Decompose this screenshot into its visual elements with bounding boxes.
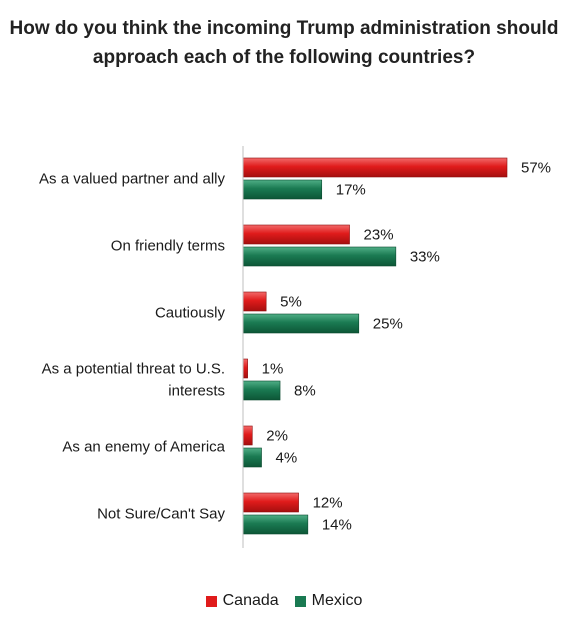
bar-canada-as-an-enemy-of-america	[242, 425, 253, 446]
category-label-as-an-enemy-of-america: As an enemy of America	[62, 439, 225, 456]
bar-mexico-as-a-potential-threat-to-u-s-interests	[242, 380, 281, 401]
category-label-on-friendly-terms: On friendly terms	[111, 238, 225, 255]
bar-mexico-as-a-valued-partner-and-ally	[242, 179, 323, 200]
legend-item-mexico: Mexico	[294, 592, 363, 610]
bars	[242, 157, 508, 535]
category-label-as-a-potential-threat-to-u-s-interests: As a potential threat to U.S. interests	[42, 361, 225, 400]
data-label-mexico-on-friendly-terms: 33%	[410, 249, 440, 266]
data-label-canada-as-a-potential-threat-to-u-s-interests: 1%	[262, 361, 284, 378]
bar-mexico-not-sure-can-t-say	[242, 514, 309, 535]
legend: Canada Mexico	[0, 592, 568, 610]
data-label-mexico-as-an-enemy-of-america: 4%	[276, 450, 298, 467]
category-label-not-sure-can-t-say: Not Sure/Can't Say	[97, 506, 225, 523]
category-labels: As a valued partner and ally On friendly …	[39, 171, 226, 523]
data-labels: 57% 17% 23% 33% 5% 25% 1% 8% 2% 4% 12% 14%	[262, 160, 551, 534]
data-label-mexico-not-sure-can-t-say: 14%	[322, 517, 352, 534]
chart-title: How do you think the incoming Trump admi…	[9, 18, 559, 68]
category-label-cautiously: Cautiously	[155, 305, 226, 322]
legend-swatch-mexico	[294, 595, 306, 607]
data-label-canada-not-sure-can-t-say: 12%	[313, 495, 343, 512]
bar-mexico-on-friendly-terms	[242, 246, 397, 267]
legend-swatch-canada	[205, 595, 217, 607]
legend-item-canada: Canada	[205, 592, 279, 610]
data-label-mexico-cautiously: 25%	[373, 316, 403, 333]
data-label-canada-as-a-valued-partner-and-ally: 57%	[521, 160, 551, 177]
bar-canada-on-friendly-terms	[242, 224, 350, 245]
legend-label-mexico: Mexico	[311, 592, 363, 609]
bar-mexico-as-an-enemy-of-america	[242, 447, 262, 468]
bar-canada-not-sure-can-t-say	[242, 492, 299, 513]
data-label-canada-on-friendly-terms: 23%	[364, 227, 394, 244]
data-label-canada-cautiously: 5%	[280, 294, 302, 311]
data-label-mexico-as-a-potential-threat-to-u-s-interests: 8%	[294, 383, 316, 400]
bar-canada-as-a-potential-threat-to-u-s-interests	[242, 358, 248, 379]
bar-canada-as-a-valued-partner-and-ally	[242, 157, 508, 178]
category-label-as-a-valued-partner-and-ally: As a valued partner and ally	[39, 171, 225, 188]
bar-mexico-cautiously	[242, 313, 360, 334]
data-label-canada-as-an-enemy-of-america: 2%	[266, 428, 288, 445]
bar-canada-cautiously	[242, 291, 267, 312]
legend-label-canada: Canada	[222, 592, 279, 609]
data-label-mexico-as-a-valued-partner-and-ally: 17%	[336, 182, 366, 199]
